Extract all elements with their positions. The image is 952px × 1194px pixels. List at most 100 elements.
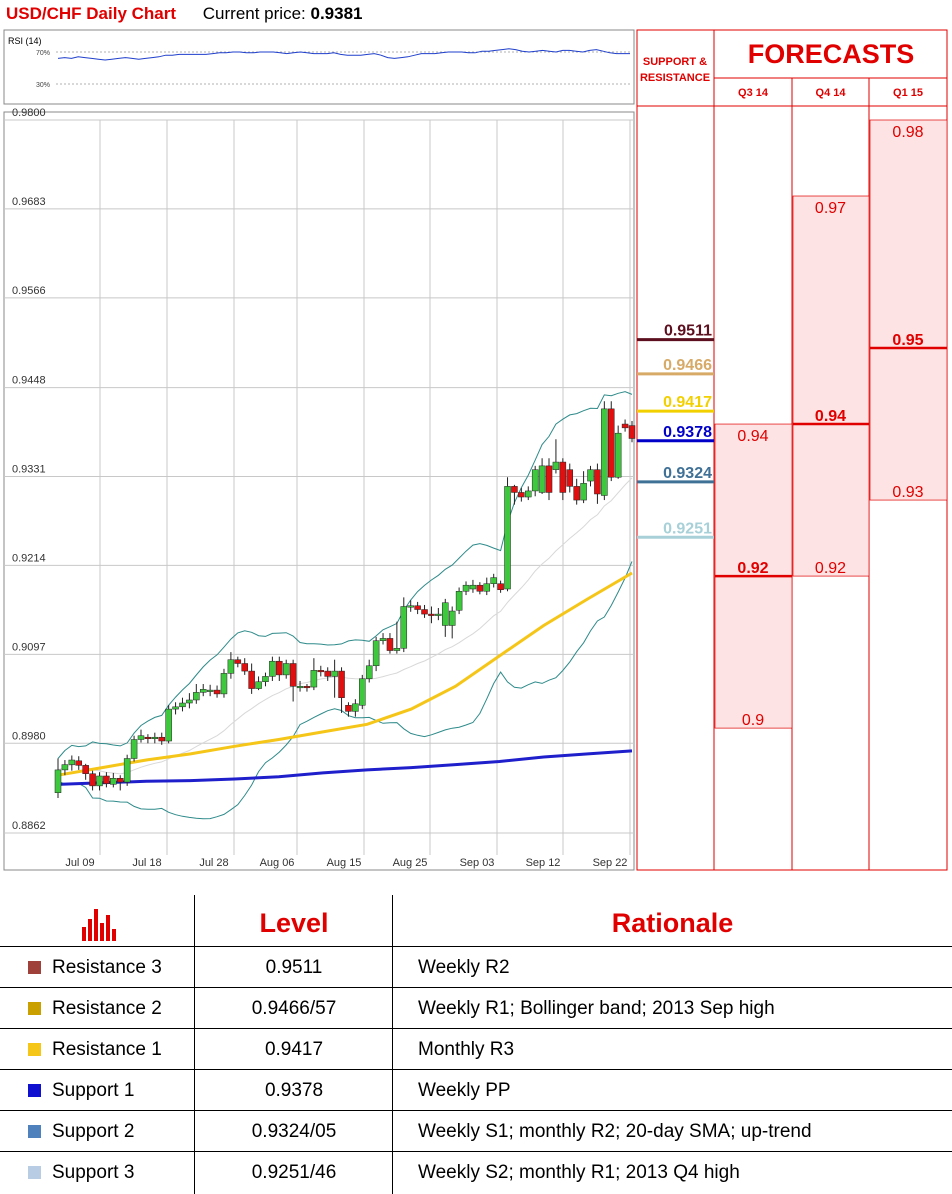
level-value: 0.9324/05: [251, 1121, 337, 1142]
candle-body: [110, 778, 117, 785]
rsi-line: [57, 48, 630, 61]
moving-average-line: [57, 749, 633, 786]
level-name: Support 1: [52, 1080, 135, 1101]
candle-body: [442, 602, 449, 626]
candle-body: [310, 670, 318, 688]
sr-level-label: 0.9466: [663, 357, 712, 374]
table-row: Resistance 3 0.9511 Weekly R2: [0, 946, 952, 988]
candle-body: [303, 686, 311, 689]
current-price-label: Current price:: [202, 4, 306, 23]
candle-body: [386, 638, 394, 651]
forecasts-panel: FORECASTS SUPPORT & RESISTANCE Q3 14 0.94 0.9…: [636, 29, 948, 871]
level-value: 0.9466/57: [251, 998, 337, 1019]
candle-body: [269, 660, 276, 677]
candle-body: [545, 465, 553, 493]
forecasts-title: FORECASTS: [748, 39, 915, 69]
x-tick-label: Sep 03: [460, 857, 495, 869]
moving-average-line: [57, 571, 633, 777]
level-rationale: Weekly R1; Bollinger band; 2013 Sep high: [418, 998, 775, 1019]
candle-body: [580, 483, 587, 501]
level-rationale: Monthly R3: [418, 1039, 515, 1060]
candle-body: [414, 605, 421, 610]
candle-body: [172, 706, 179, 710]
candle-body: [497, 583, 504, 591]
x-tick-label: Aug 06: [260, 857, 295, 869]
moving-averages: [57, 571, 633, 786]
candle-body: [407, 605, 414, 608]
candle-body: [594, 469, 601, 495]
forecast-high-label: 0.98: [892, 124, 923, 141]
candle-body: [552, 461, 560, 470]
level-value: 0.9511: [265, 957, 323, 978]
candle-body: [234, 659, 242, 664]
level-value: 0.9378: [264, 1080, 324, 1101]
level-name: Support 2: [52, 1121, 135, 1142]
y-tick-label: 0.8980: [12, 730, 46, 742]
table-row: Resistance 1 0.9417 Monthly R3: [0, 1028, 952, 1070]
rationale-header: Rationale: [611, 908, 734, 938]
rsi-level-70: 70%: [36, 50, 50, 57]
candle-body: [379, 638, 387, 641]
candle-body: [504, 486, 511, 590]
table-row: Support 3 0.9251/46 Weekly S2; monthly R1;…: [0, 1151, 952, 1193]
candle-body: [282, 663, 290, 676]
level-header: Level: [259, 908, 329, 938]
candle-body: [186, 699, 193, 704]
table-divider-2: [392, 895, 393, 1194]
chart-icon: [82, 905, 118, 941]
x-axis-ticks: Jul 09 Jul 18 Jul 28 Aug 06 Aug 15 Aug 25 Sep …: [65, 857, 627, 869]
candle-body: [276, 660, 283, 676]
forecast-low-label: 0.92: [815, 560, 846, 577]
candle-body: [531, 469, 539, 492]
x-tick-label: Jul 18: [132, 857, 161, 869]
y-axis-ticks: 0.9800 0.9683 0.9566 0.9448 0.9331 0.9214 0.90…: [12, 107, 46, 832]
candle-body: [68, 759, 76, 765]
candle-body: [614, 432, 622, 478]
candle-body: [352, 703, 359, 712]
rsi-level-30: 30%: [36, 82, 50, 89]
candle-body: [103, 775, 110, 784]
candle-body: [317, 670, 325, 673]
level-name: Resistance 1: [52, 1039, 162, 1060]
level-rationale: Weekly PP: [418, 1080, 511, 1101]
y-tick-label: 0.9566: [12, 285, 46, 297]
candle-body: [538, 465, 546, 493]
candle-body: [435, 613, 442, 616]
level-value: 0.9417: [264, 1039, 324, 1060]
forecast-column-label: Q1 15: [893, 87, 923, 99]
candle-body: [324, 670, 331, 677]
x-tick-label: Aug 25: [393, 857, 428, 869]
candle-body: [296, 686, 304, 689]
sr-level-label: 0.9251: [663, 520, 712, 537]
candlesticks: [54, 401, 636, 799]
level-color-swatch: [28, 1166, 41, 1179]
candle-body: [518, 492, 525, 498]
candle-body: [345, 705, 352, 712]
table-row: Support 1 0.9378 Weekly PP: [0, 1069, 952, 1111]
candle-body: [61, 764, 69, 771]
forecast-column-label: Q4 14: [816, 87, 847, 99]
candle-body: [359, 678, 366, 706]
candle-body: [365, 665, 373, 679]
candle-body: [213, 689, 221, 695]
x-tick-label: Sep 22: [593, 857, 628, 869]
candle-body: [255, 681, 262, 689]
level-color-swatch: [28, 1125, 41, 1138]
level-name: Support 3: [52, 1162, 135, 1183]
x-tick-label: Jul 28: [199, 857, 228, 869]
candle-body: [490, 577, 497, 584]
candle-body: [469, 584, 477, 590]
forecast-low-label: 0.9: [742, 712, 764, 729]
candle-body: [89, 773, 96, 787]
candle-body: [421, 609, 428, 615]
bollinger-bands: [57, 391, 633, 820]
candle-body: [455, 591, 463, 611]
chart-header: USD/CHF Daily Chart Current price: 0.938…: [6, 4, 362, 26]
forecast-mid-label: 0.95: [892, 332, 923, 349]
candle-body: [193, 692, 200, 701]
x-tick-label: Jul 09: [65, 857, 94, 869]
candle-body: [331, 670, 338, 677]
candle-body: [393, 648, 401, 651]
y-tick-label: 0.9214: [12, 552, 46, 564]
candle-body: [483, 583, 491, 592]
